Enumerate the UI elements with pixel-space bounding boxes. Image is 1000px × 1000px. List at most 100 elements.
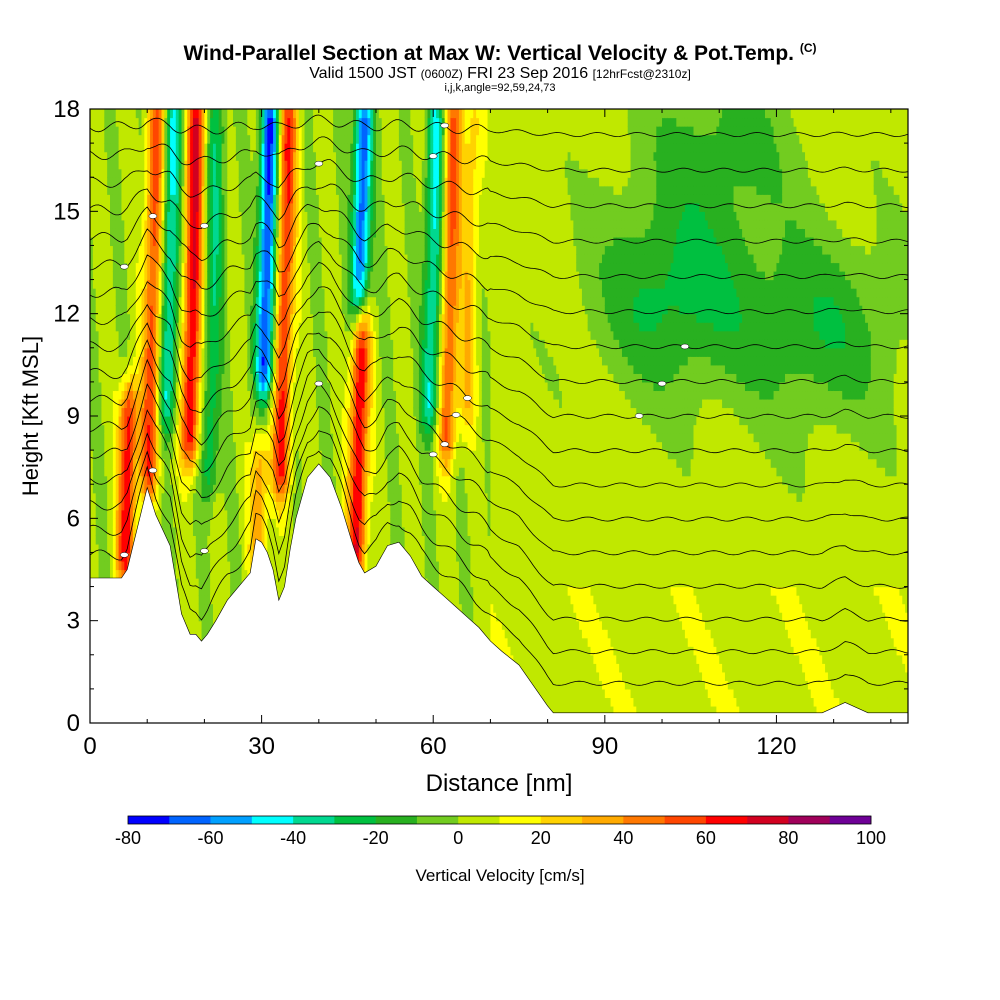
velocity-cell xyxy=(207,219,211,229)
velocity-cell xyxy=(253,475,257,485)
velocity-cell xyxy=(235,236,240,247)
velocity-cell xyxy=(218,509,223,519)
velocity-cell xyxy=(184,560,188,571)
velocity-cell xyxy=(270,322,274,332)
velocity-cell xyxy=(221,467,226,477)
velocity-cell xyxy=(210,433,214,443)
velocity-cell xyxy=(270,288,274,298)
velocity-cell xyxy=(170,253,174,264)
velocity-cell xyxy=(107,569,111,579)
velocity-cell xyxy=(273,458,277,468)
velocity-cell xyxy=(238,441,243,451)
velocity-cell xyxy=(112,339,117,349)
velocity-cell xyxy=(198,296,203,306)
velocity-cell xyxy=(187,424,191,434)
velocity-cell xyxy=(275,253,280,264)
velocity-cell xyxy=(144,339,148,349)
velocity-cell xyxy=(238,143,243,153)
velocity-cell xyxy=(124,271,128,281)
velocity-cell xyxy=(175,543,180,554)
velocity-cell xyxy=(258,492,263,502)
velocity-cell xyxy=(135,322,140,332)
velocity-cell xyxy=(138,407,143,417)
velocity-cell xyxy=(147,475,151,485)
velocity-cell xyxy=(98,501,103,511)
velocity-cell xyxy=(115,347,120,357)
velocity-cell xyxy=(138,271,143,281)
velocity-cell xyxy=(104,373,108,383)
velocity-cell xyxy=(212,441,217,451)
velocity-cell xyxy=(218,219,223,229)
velocity-cell xyxy=(181,288,185,298)
velocity-cell xyxy=(167,126,171,136)
velocity-cell xyxy=(112,407,117,417)
velocity-cell xyxy=(198,586,203,596)
velocity-cell xyxy=(275,134,280,144)
velocity-cell xyxy=(158,279,163,289)
velocity-cell xyxy=(247,416,251,426)
velocity-cell xyxy=(95,526,100,536)
velocity-cell xyxy=(255,450,260,460)
velocity-cell xyxy=(204,390,208,400)
velocity-cell xyxy=(178,416,183,426)
velocity-cell xyxy=(101,271,105,281)
velocity-cell xyxy=(190,185,194,195)
velocity-cell xyxy=(207,279,211,289)
velocity-cell xyxy=(224,356,228,366)
velocity-cell xyxy=(170,390,174,400)
velocity-cell xyxy=(204,373,208,383)
velocity-cell xyxy=(124,194,128,204)
velocity-cell xyxy=(224,543,228,554)
velocity-cell xyxy=(218,296,223,306)
velocity-cell xyxy=(192,236,197,247)
velocity-cell xyxy=(115,279,120,289)
velocity-cell xyxy=(207,535,211,545)
velocity-cell xyxy=(264,168,268,178)
velocity-cell xyxy=(284,390,288,400)
velocity-cell xyxy=(155,236,160,247)
velocity-cell xyxy=(158,219,163,229)
velocity-cell xyxy=(233,143,237,153)
velocity-cell xyxy=(164,245,168,255)
velocity-cell xyxy=(175,450,180,460)
velocity-cell xyxy=(132,441,137,451)
velocity-cell xyxy=(264,509,268,519)
velocity-cell xyxy=(278,339,283,349)
velocity-cell xyxy=(92,458,97,468)
velocity-cell xyxy=(273,109,277,119)
velocity-cell xyxy=(175,339,180,349)
velocity-cell xyxy=(264,373,268,383)
velocity-cell xyxy=(230,117,234,127)
velocity-cell xyxy=(255,364,260,374)
velocity-cell xyxy=(135,433,140,443)
velocity-cell xyxy=(170,518,174,528)
velocity-cell xyxy=(221,109,226,119)
velocity-cell xyxy=(287,543,291,554)
velocity-cell xyxy=(161,109,165,119)
velocity-cell xyxy=(210,253,214,264)
velocity-cell xyxy=(115,560,120,571)
velocity-cell xyxy=(278,228,283,238)
velocity-cell xyxy=(138,151,143,161)
velocity-cell xyxy=(144,441,148,451)
velocity-cell xyxy=(138,433,143,443)
velocity-cell xyxy=(138,194,143,204)
velocity-cell xyxy=(198,398,203,409)
velocity-cell xyxy=(253,134,257,144)
velocity-cell xyxy=(221,450,226,460)
velocity-cell xyxy=(90,381,94,392)
velocity-cell xyxy=(124,185,128,195)
velocity-cell xyxy=(233,134,237,144)
velocity-cell xyxy=(161,296,165,306)
velocity-cell xyxy=(215,168,220,178)
velocity-cell xyxy=(233,458,237,468)
velocity-cell xyxy=(190,552,194,562)
velocity-cell xyxy=(195,595,200,605)
velocity-cell xyxy=(147,467,151,477)
velocity-cell xyxy=(112,143,117,153)
velocity-cell xyxy=(155,202,160,212)
velocity-cell xyxy=(204,117,208,127)
velocity-cell xyxy=(273,288,277,298)
velocity-cell xyxy=(278,518,283,528)
velocity-cell xyxy=(181,612,185,622)
